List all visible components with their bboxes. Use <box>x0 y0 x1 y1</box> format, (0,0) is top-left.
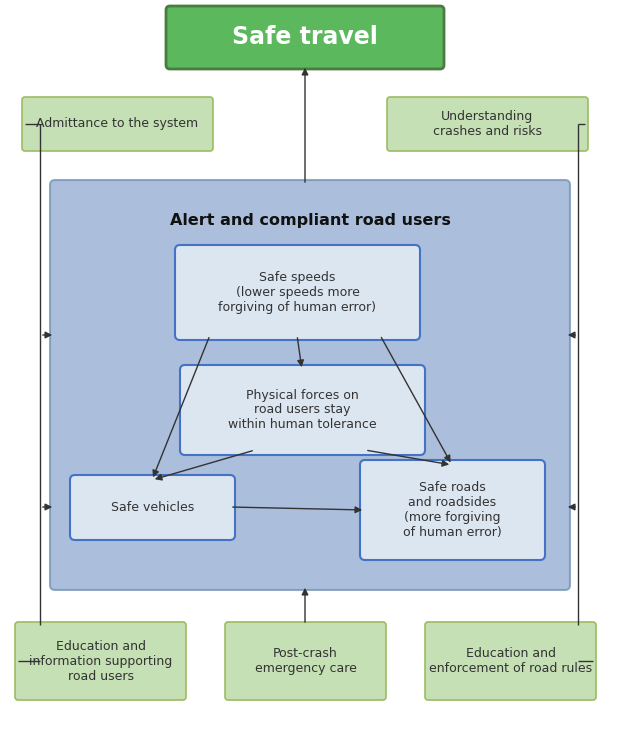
Text: Education and
enforcement of road rules: Education and enforcement of road rules <box>429 647 592 675</box>
FancyBboxPatch shape <box>166 6 444 69</box>
FancyBboxPatch shape <box>175 245 420 340</box>
Text: Physical forces on
road users stay
within human tolerance: Physical forces on road users stay withi… <box>228 388 377 431</box>
FancyBboxPatch shape <box>180 365 425 455</box>
FancyBboxPatch shape <box>225 622 386 700</box>
Text: Safe roads
and roadsides
(more forgiving
of human error): Safe roads and roadsides (more forgiving… <box>403 481 502 539</box>
FancyBboxPatch shape <box>15 622 186 700</box>
Text: Education and
information supporting
road users: Education and information supporting roa… <box>29 639 172 683</box>
Text: Alert and compliant road users: Alert and compliant road users <box>170 213 450 228</box>
FancyBboxPatch shape <box>22 97 213 151</box>
FancyBboxPatch shape <box>425 622 596 700</box>
FancyBboxPatch shape <box>70 475 235 540</box>
Text: Safe vehicles: Safe vehicles <box>111 501 194 514</box>
Text: Admittance to the system: Admittance to the system <box>36 118 199 131</box>
FancyBboxPatch shape <box>387 97 588 151</box>
Text: Understanding
crashes and risks: Understanding crashes and risks <box>433 110 542 138</box>
FancyBboxPatch shape <box>50 180 570 590</box>
Text: Post-crash
emergency care: Post-crash emergency care <box>255 647 357 675</box>
Text: Safe speeds
(lower speeds more
forgiving of human error): Safe speeds (lower speeds more forgiving… <box>218 271 376 314</box>
Text: Safe travel: Safe travel <box>232 26 378 50</box>
FancyBboxPatch shape <box>360 460 545 560</box>
